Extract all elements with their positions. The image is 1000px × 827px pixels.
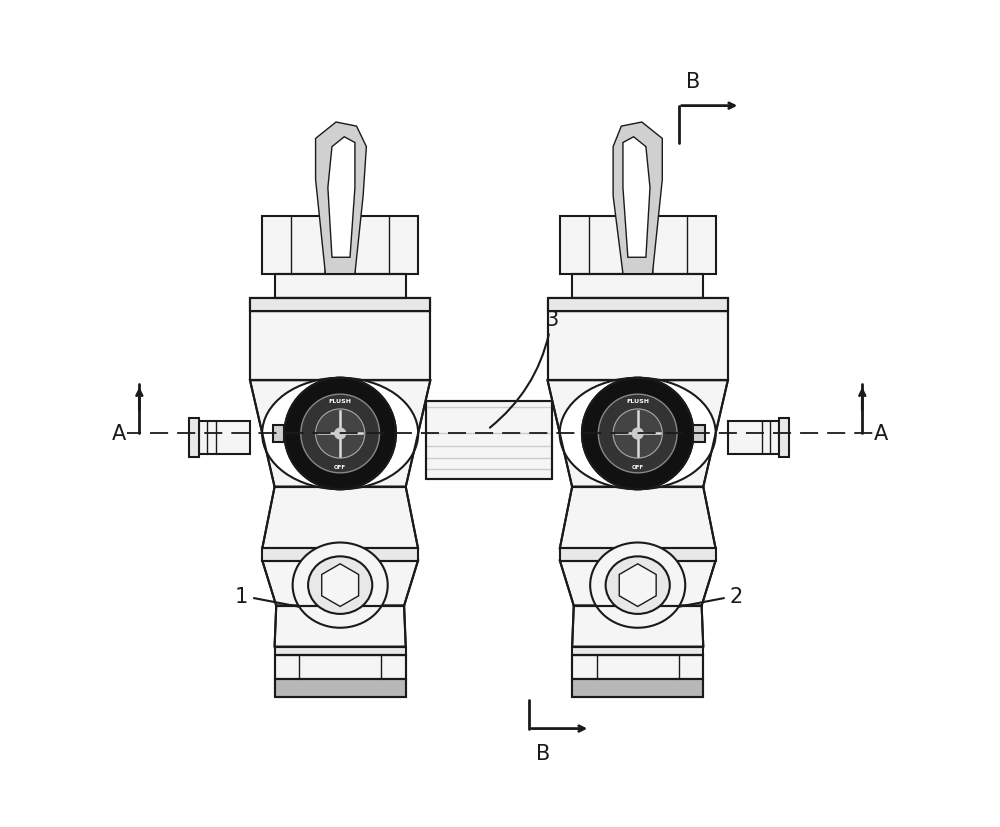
Circle shape (613, 409, 662, 458)
Polygon shape (572, 655, 703, 680)
Polygon shape (613, 123, 662, 275)
Polygon shape (273, 426, 284, 442)
Text: B: B (686, 72, 701, 92)
Polygon shape (325, 151, 355, 275)
Polygon shape (199, 422, 250, 454)
Polygon shape (275, 606, 406, 647)
Text: FLUSH: FLUSH (626, 399, 649, 404)
Text: 1: 1 (235, 586, 333, 614)
Polygon shape (560, 487, 716, 548)
Text: B: B (536, 743, 551, 763)
Polygon shape (262, 217, 418, 275)
Polygon shape (548, 380, 728, 487)
Polygon shape (779, 418, 789, 457)
Polygon shape (426, 401, 552, 479)
Polygon shape (262, 487, 418, 548)
Ellipse shape (560, 378, 716, 490)
Polygon shape (623, 151, 652, 275)
Circle shape (582, 378, 693, 490)
Polygon shape (250, 299, 430, 311)
Polygon shape (560, 217, 716, 275)
Polygon shape (275, 647, 406, 655)
Ellipse shape (308, 557, 372, 614)
Polygon shape (560, 561, 716, 606)
Polygon shape (619, 564, 656, 607)
Polygon shape (250, 299, 430, 380)
Circle shape (284, 378, 396, 490)
Circle shape (316, 409, 365, 458)
Polygon shape (572, 647, 703, 655)
Text: A: A (874, 424, 888, 444)
Polygon shape (572, 680, 703, 698)
Polygon shape (728, 422, 779, 454)
Polygon shape (250, 380, 430, 487)
Circle shape (284, 378, 396, 490)
Polygon shape (322, 564, 359, 607)
Polygon shape (275, 655, 406, 680)
Circle shape (598, 394, 677, 473)
Ellipse shape (293, 543, 388, 628)
Ellipse shape (262, 378, 418, 490)
Polygon shape (275, 680, 406, 698)
Polygon shape (316, 123, 366, 275)
Polygon shape (548, 299, 728, 311)
Polygon shape (275, 275, 406, 299)
Polygon shape (548, 299, 728, 380)
Polygon shape (189, 418, 199, 457)
Polygon shape (572, 275, 703, 299)
Text: OFF: OFF (334, 464, 346, 469)
Text: OFF: OFF (632, 464, 644, 469)
Polygon shape (262, 548, 418, 561)
Polygon shape (262, 561, 418, 606)
Text: A: A (112, 424, 126, 444)
Polygon shape (623, 137, 650, 258)
Text: FLUSH: FLUSH (329, 399, 352, 404)
Circle shape (582, 378, 693, 490)
Circle shape (301, 394, 380, 473)
Ellipse shape (606, 557, 670, 614)
Text: 2: 2 (645, 586, 743, 614)
Ellipse shape (590, 543, 685, 628)
Polygon shape (328, 137, 355, 258)
Circle shape (334, 428, 346, 440)
Polygon shape (693, 426, 705, 442)
Text: 3: 3 (490, 309, 558, 428)
Circle shape (632, 428, 643, 440)
Polygon shape (572, 606, 703, 647)
Polygon shape (560, 548, 716, 561)
